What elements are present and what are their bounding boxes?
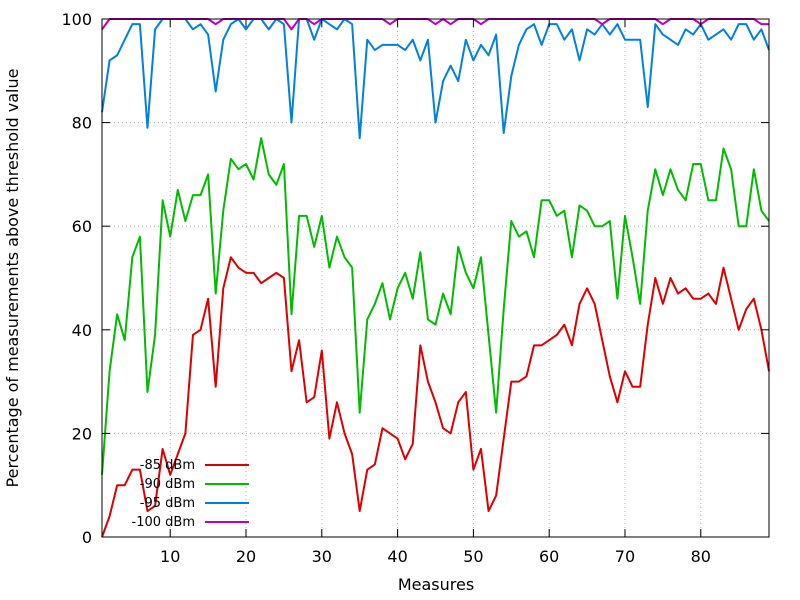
x-tick-label: 10 — [160, 547, 180, 566]
x-tick-label: 30 — [312, 547, 332, 566]
x-axis-title: Measures — [398, 575, 474, 594]
y-axis-title: Percentage of measurements above thresho… — [3, 69, 22, 488]
plot-frame — [101, 18, 770, 538]
legend-label: -95 dBm — [140, 496, 195, 511]
legend-label: -85 dBm — [140, 458, 195, 473]
y-tick-label: 80 — [72, 114, 92, 133]
x-tick-label: 40 — [387, 547, 407, 566]
y-tick-label: 100 — [61, 10, 92, 29]
x-tick-label: 60 — [539, 547, 559, 566]
y-tick-label: 20 — [72, 424, 92, 443]
legend: -85 dBm -90 dBm -95 dBm -100 dBm — [132, 458, 249, 530]
series-line-3 — [101, 18, 770, 140]
y-tick-label: 40 — [72, 321, 92, 340]
axis-ticks: 0 20 40 60 80 100 10 20 30 40 50 60 70 80 — [61, 10, 769, 566]
x-tick-label: 20 — [236, 547, 256, 566]
y-tick-label: 60 — [72, 217, 92, 236]
series-lines — [101, 18, 770, 538]
x-tick-label: 70 — [615, 547, 635, 566]
series-line-1 — [101, 256, 770, 538]
legend-label: -90 dBm — [140, 477, 195, 492]
x-tick-label: 80 — [691, 547, 711, 566]
y-tick-label: 0 — [82, 528, 92, 547]
series-line-2 — [101, 137, 770, 475]
legend-label: -100 dBm — [132, 515, 195, 530]
grid — [102, 19, 769, 537]
series-line-4 — [101, 18, 769, 31]
x-tick-label: 50 — [463, 547, 483, 566]
